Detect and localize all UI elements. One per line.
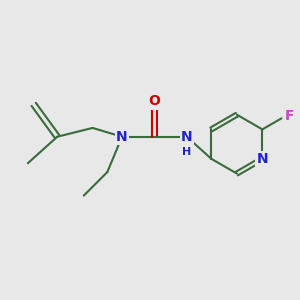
- Text: F: F: [285, 109, 295, 123]
- Text: N: N: [116, 130, 128, 144]
- Text: O: O: [148, 94, 160, 108]
- Text: H: H: [182, 147, 191, 157]
- Text: N: N: [181, 130, 193, 144]
- Text: N: N: [256, 152, 268, 166]
